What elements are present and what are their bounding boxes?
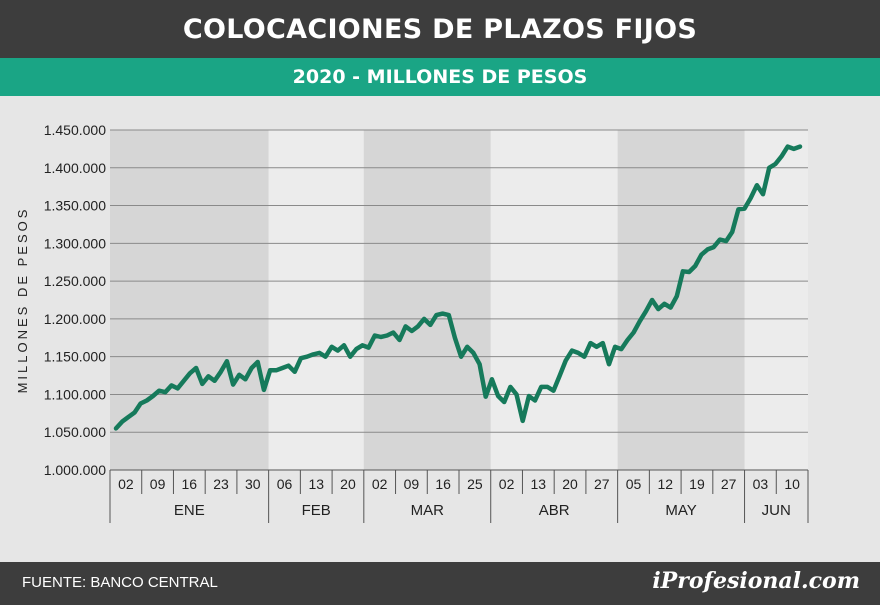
x-tick-label: 13 bbox=[531, 476, 547, 492]
chart-subtitle: 2020 - MILLONES DE PESOS bbox=[292, 66, 588, 88]
x-tick-label: 02 bbox=[118, 476, 134, 492]
x-tick-label: 23 bbox=[213, 476, 229, 492]
chart-title: COLOCACIONES DE PLAZOS FIJOS bbox=[182, 13, 698, 45]
y-tick-label: 1.150.000 bbox=[44, 349, 106, 365]
month-label: MAR bbox=[411, 502, 445, 519]
month-band bbox=[744, 130, 808, 470]
title-bar: COLOCACIONES DE PLAZOS FIJOS bbox=[0, 0, 880, 58]
x-tick-label: 25 bbox=[467, 476, 483, 492]
month-bands bbox=[110, 130, 808, 470]
month-label: ENE bbox=[174, 502, 205, 519]
x-tick-label: 10 bbox=[784, 476, 800, 492]
chart-area: 1.000.000 1.050.000 1.100.000 1.150.000 1.20… bbox=[0, 96, 880, 562]
x-tick-label: 09 bbox=[404, 476, 420, 492]
x-tick-label: 27 bbox=[594, 476, 610, 492]
x-tick-label: 06 bbox=[277, 476, 293, 492]
y-tick-label: 1.250.000 bbox=[44, 273, 106, 289]
source-text: FUENTE: BANCO CENTRAL bbox=[22, 574, 218, 591]
footer-bar: FUENTE: BANCO CENTRAL iProfesional.com bbox=[0, 562, 880, 605]
month-band bbox=[617, 130, 745, 470]
gridlines bbox=[110, 129, 808, 471]
series-line bbox=[113, 144, 803, 431]
month-label: MAY bbox=[665, 502, 696, 519]
x-tick-label: 13 bbox=[308, 476, 324, 492]
x-tick-label: 03 bbox=[753, 476, 769, 492]
y-tick-label: 1.050.000 bbox=[44, 424, 106, 440]
x-tick-label: 09 bbox=[150, 476, 166, 492]
y-axis-ticks: 1.000.000 1.050.000 1.100.000 1.150.000 1.20… bbox=[44, 122, 106, 478]
x-tick-label: 05 bbox=[626, 476, 642, 492]
x-tick-label: 19 bbox=[689, 476, 705, 492]
x-tick-label: 16 bbox=[182, 476, 198, 492]
y-tick-label: 1.000.000 bbox=[44, 462, 106, 478]
x-tick-label: 27 bbox=[721, 476, 737, 492]
y-tick-label: 1.450.000 bbox=[44, 122, 106, 138]
brand-logo: iProfesional.com bbox=[652, 568, 860, 594]
x-tick-label: 20 bbox=[340, 476, 356, 492]
x-tick-label: 20 bbox=[562, 476, 578, 492]
series-layer bbox=[113, 144, 803, 431]
month-label: FEB bbox=[302, 502, 331, 519]
x-tick-label: 02 bbox=[372, 476, 388, 492]
y-tick-label: 1.100.000 bbox=[44, 386, 106, 402]
y-tick-label: 1.400.000 bbox=[44, 160, 106, 176]
month-label: JUN bbox=[762, 502, 791, 519]
month-band bbox=[363, 130, 491, 470]
month-band bbox=[110, 130, 269, 470]
subtitle-bar: 2020 - MILLONES DE PESOS bbox=[0, 58, 880, 96]
y-axis-label: MILLONES DE PESOS bbox=[15, 207, 30, 394]
x-tick-label: 02 bbox=[499, 476, 515, 492]
x-tick-label: 30 bbox=[245, 476, 261, 492]
line-chart: 1.000.000 1.050.000 1.100.000 1.150.000 1.20… bbox=[15, 122, 809, 523]
y-tick-label: 1.350.000 bbox=[44, 198, 106, 214]
month-band bbox=[490, 130, 618, 470]
y-tick-label: 1.200.000 bbox=[44, 311, 106, 327]
y-tick-label: 1.300.000 bbox=[44, 235, 106, 251]
x-tick-label: 16 bbox=[435, 476, 451, 492]
month-label: ABR bbox=[539, 502, 570, 519]
x-axis: 02 09 16 23 30 ENE 06 13 20 FEB 02 09 16 25 MAR 02 13 20 2… bbox=[109, 469, 809, 523]
x-tick-label: 12 bbox=[657, 476, 673, 492]
month-band bbox=[268, 130, 364, 470]
